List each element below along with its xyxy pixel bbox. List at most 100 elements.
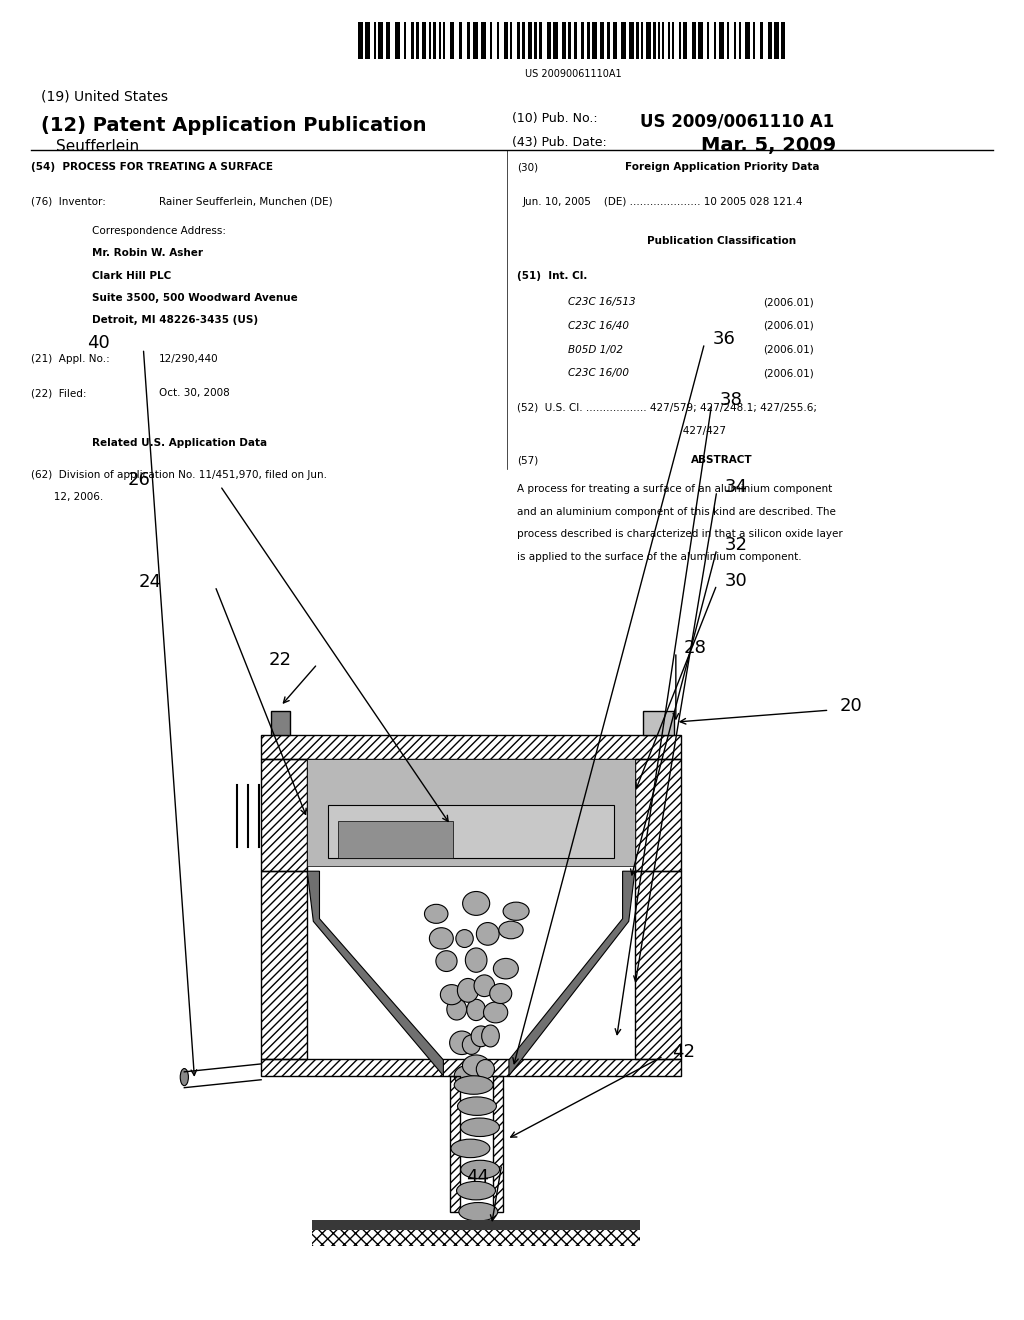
Text: Suite 3500, 500 Woodward Avenue: Suite 3500, 500 Woodward Avenue	[92, 293, 298, 304]
Bar	[307, 759, 635, 866]
Bar	[271, 711, 290, 735]
Bar	[261, 759, 307, 871]
Bar	[450, 1076, 460, 1212]
Text: (2006.01): (2006.01)	[763, 345, 814, 355]
Text: (52)  U.S. Cl. .................. 427/579; 427/248.1; 427/255.6;: (52) U.S. Cl. .................. 427/579…	[517, 403, 817, 413]
Bar	[581, 22, 584, 59]
Bar	[439, 22, 441, 59]
Bar	[662, 22, 664, 59]
Bar	[714, 22, 716, 59]
Ellipse shape	[458, 978, 478, 1002]
Text: is applied to the surface of the aluminium component.: is applied to the surface of the alumini…	[517, 552, 802, 562]
Bar	[635, 759, 681, 871]
Ellipse shape	[463, 891, 489, 915]
Text: (12) Patent Application Publication: (12) Patent Application Publication	[41, 116, 426, 135]
Ellipse shape	[461, 1160, 500, 1179]
Text: (76)  Inventor:: (76) Inventor:	[31, 197, 105, 207]
Ellipse shape	[455, 1065, 479, 1086]
Bar	[641, 22, 643, 59]
Text: Mar. 5, 2009: Mar. 5, 2009	[701, 136, 837, 154]
Text: C23C 16/00: C23C 16/00	[568, 368, 630, 379]
Text: 28: 28	[684, 639, 707, 657]
Bar	[768, 22, 772, 59]
Bar	[622, 22, 626, 59]
Ellipse shape	[455, 1076, 494, 1094]
Bar	[652, 22, 655, 59]
Text: (2006.01): (2006.01)	[763, 321, 814, 331]
Bar	[679, 22, 681, 59]
Bar	[528, 22, 531, 59]
Text: (57): (57)	[517, 455, 539, 466]
Bar	[534, 22, 537, 59]
Bar	[261, 759, 307, 871]
Bar	[553, 22, 558, 59]
Bar	[657, 22, 659, 59]
Text: 12/290,440: 12/290,440	[159, 354, 218, 364]
Bar	[574, 22, 578, 59]
Bar	[386, 22, 390, 59]
Text: Clark Hill PLC: Clark Hill PLC	[92, 271, 171, 281]
Bar	[510, 22, 512, 59]
Text: 20: 20	[840, 697, 862, 715]
Bar	[497, 22, 499, 59]
Bar	[522, 22, 525, 59]
Ellipse shape	[180, 1069, 188, 1085]
Text: ABSTRACT: ABSTRACT	[691, 455, 753, 466]
Text: Publication Classification: Publication Classification	[647, 236, 797, 247]
Bar	[312, 1220, 640, 1230]
Text: 22: 22	[269, 651, 292, 669]
Ellipse shape	[450, 1031, 474, 1055]
Bar	[719, 22, 724, 59]
Bar	[433, 22, 436, 59]
Bar	[643, 711, 674, 735]
Ellipse shape	[451, 1139, 489, 1158]
Bar	[404, 22, 407, 59]
Text: (21)  Appl. No.:: (21) Appl. No.:	[31, 354, 110, 364]
Bar	[261, 871, 307, 1059]
Text: (51)  Int. Cl.: (51) Int. Cl.	[517, 271, 588, 281]
Text: B05D 1/02: B05D 1/02	[568, 345, 624, 355]
Bar	[459, 22, 462, 59]
Text: 40: 40	[87, 334, 110, 352]
Text: (22)  Filed:: (22) Filed:	[31, 388, 86, 399]
Text: (30): (30)	[517, 162, 539, 173]
Ellipse shape	[436, 950, 457, 972]
Bar	[738, 22, 740, 59]
Bar	[416, 22, 419, 59]
Text: 26: 26	[128, 471, 151, 490]
Bar	[683, 22, 687, 59]
Bar	[481, 22, 485, 59]
Text: (19) United States: (19) United States	[41, 90, 168, 104]
Bar	[733, 22, 735, 59]
Bar	[635, 871, 681, 1059]
Ellipse shape	[446, 998, 467, 1020]
Bar	[490, 22, 493, 59]
Text: (62)  Division of application No. 11/451,970, filed on Jun.: (62) Division of application No. 11/451,…	[31, 470, 327, 480]
Text: Jun. 10, 2005    (DE) ..................... 10 2005 028 121.4: Jun. 10, 2005 (DE) .....................…	[522, 197, 803, 207]
Bar	[365, 22, 370, 59]
Text: process described is characterized in that a silicon oxide layer: process described is characterized in th…	[517, 529, 843, 540]
Ellipse shape	[476, 1060, 495, 1078]
Bar	[378, 22, 383, 59]
Text: (2006.01): (2006.01)	[763, 368, 814, 379]
Bar	[443, 22, 445, 59]
Ellipse shape	[467, 999, 485, 1020]
Ellipse shape	[440, 985, 463, 1005]
Text: 44: 44	[466, 1168, 488, 1187]
Ellipse shape	[489, 983, 512, 1003]
Ellipse shape	[499, 921, 523, 939]
Text: Foreign Application Priority Data: Foreign Application Priority Data	[625, 162, 819, 173]
Ellipse shape	[458, 1097, 497, 1115]
Text: (2006.01): (2006.01)	[763, 297, 814, 308]
Bar	[467, 22, 470, 59]
Ellipse shape	[463, 1055, 489, 1076]
Bar	[629, 22, 634, 59]
Text: 38: 38	[720, 391, 742, 409]
Text: US 20090061110A1: US 20090061110A1	[525, 69, 622, 79]
Text: C23C 16/40: C23C 16/40	[568, 321, 630, 331]
Text: Rainer Seufferlein, Munchen (DE): Rainer Seufferlein, Munchen (DE)	[159, 197, 333, 207]
Text: (10) Pub. No.:: (10) Pub. No.:	[512, 112, 598, 125]
Polygon shape	[509, 871, 635, 1076]
Bar	[547, 22, 551, 59]
Bar	[672, 22, 674, 59]
